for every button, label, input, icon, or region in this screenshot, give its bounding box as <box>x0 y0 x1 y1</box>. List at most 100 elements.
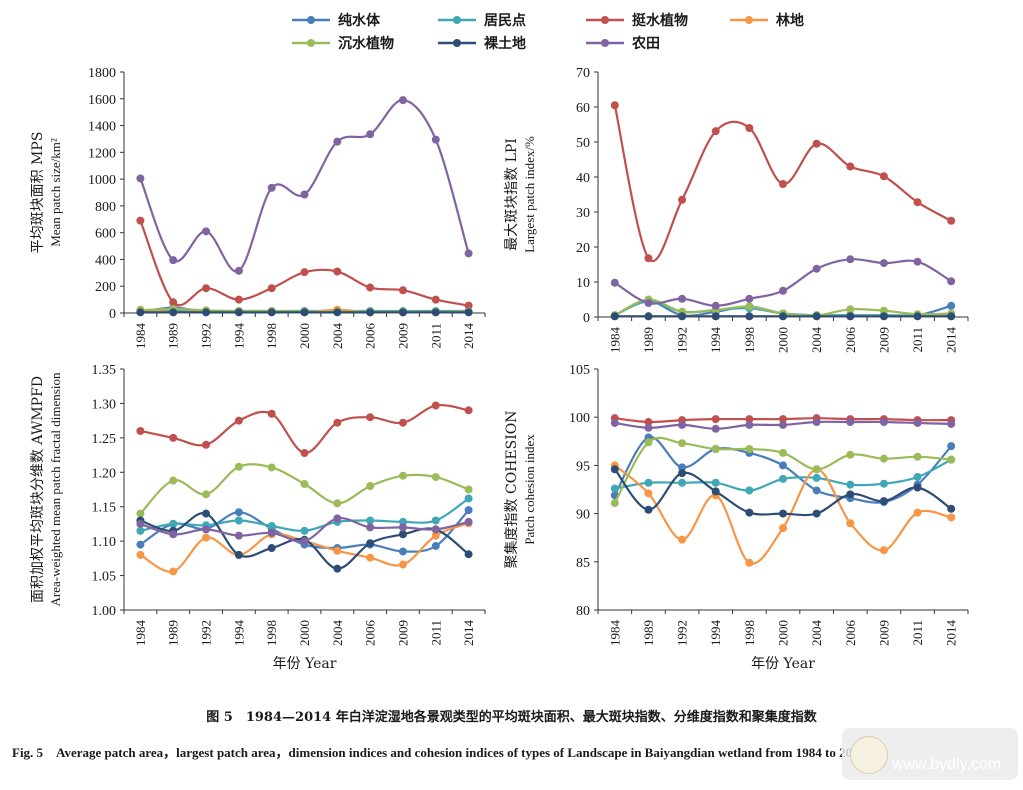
series-line <box>139 220 469 307</box>
data-point <box>267 409 276 418</box>
x-axis-title: 年份 Year <box>273 656 337 672</box>
data-point <box>300 526 309 535</box>
legend-item: 居民点 <box>438 12 526 29</box>
figure-caption-cn: 图 5 1984—2014 年白洋淀湿地各景观类型的平均斑块面积、最大斑块指数、… <box>206 710 817 725</box>
y-tick-label: 1000 <box>88 173 116 188</box>
x-tick-label: 2000 <box>297 620 312 646</box>
data-point <box>234 508 243 517</box>
y-tick-label: 100 <box>569 411 590 426</box>
data-point <box>947 455 956 464</box>
legend-label: 居民点 <box>484 12 526 29</box>
data-point <box>678 439 687 448</box>
legend-label: 纯水体 <box>338 12 381 29</box>
y-axis-title-en: Largest patch index/% <box>522 136 537 253</box>
data-point <box>300 308 309 317</box>
y-tick-label: 90 <box>576 508 590 523</box>
data-point <box>947 312 956 321</box>
y-tick-label: 1.15 <box>92 501 117 516</box>
y-tick-label: 1.30 <box>92 397 117 412</box>
x-tick-label: 1984 <box>133 620 148 647</box>
y-tick-label: 40 <box>576 171 590 186</box>
watermark: www.bydly.com <box>842 728 1018 780</box>
data-point <box>267 521 276 530</box>
series-line <box>139 463 470 515</box>
legend-label: 挺水植物 <box>632 12 688 29</box>
data-point <box>812 139 821 148</box>
data-point <box>202 284 211 293</box>
data-point <box>202 308 211 317</box>
data-point <box>169 567 178 576</box>
data-point <box>333 137 342 146</box>
y-tick-label: 105 <box>569 363 590 378</box>
x-tick-label: 1992 <box>199 620 214 646</box>
data-point <box>431 401 440 410</box>
data-point <box>610 278 619 287</box>
data-point <box>366 516 375 525</box>
legend-item: 裸土地 <box>438 35 526 52</box>
x-tick-label: 1994 <box>231 323 246 350</box>
data-point <box>846 162 855 171</box>
data-point <box>234 295 243 304</box>
data-point <box>947 216 956 225</box>
data-point <box>300 537 309 546</box>
data-point <box>745 486 754 495</box>
data-point <box>879 418 888 427</box>
y-tick-label: 70 <box>576 66 590 81</box>
data-point <box>678 469 687 478</box>
data-point <box>711 445 720 454</box>
x-tick-label: 2011 <box>910 327 925 353</box>
series-line <box>614 258 952 307</box>
y-tick-label: 85 <box>576 556 590 571</box>
data-point <box>234 516 243 525</box>
data-point <box>745 508 754 517</box>
y-tick-label: 1.00 <box>92 604 117 619</box>
y-tick-label: 1.20 <box>92 466 117 481</box>
y-tick-label: 1200 <box>88 146 116 161</box>
watermark-logo-icon <box>850 736 888 774</box>
data-point <box>745 124 754 132</box>
data-point <box>366 482 375 491</box>
legend-swatch-marker <box>453 39 461 47</box>
data-point <box>398 517 407 526</box>
x-tick-label: 2009 <box>395 620 410 646</box>
x-tick-label: 1994 <box>708 327 723 354</box>
data-point <box>644 423 653 432</box>
chart-panel-1: 0 200 400 600 800 1000 1200 1400 1600 1800 1984 198… <box>30 66 486 350</box>
data-point <box>610 465 619 474</box>
chart-panel-4: 80 85 90 95 100 105 1984 1989 1992 1994 1998 2000 20… <box>503 363 969 672</box>
data-point <box>879 172 888 181</box>
data-point <box>366 553 375 562</box>
data-point <box>913 508 922 517</box>
data-point <box>398 418 407 427</box>
data-point <box>913 472 922 481</box>
x-tick-label: 2014 <box>944 327 959 354</box>
data-point <box>947 301 956 310</box>
data-point <box>202 525 211 534</box>
data-point <box>711 312 720 321</box>
data-point <box>136 174 145 183</box>
data-point <box>333 546 342 555</box>
y-tick-label: 1.25 <box>92 432 117 447</box>
data-point <box>779 448 787 457</box>
data-point <box>879 497 888 506</box>
data-point <box>879 312 888 321</box>
data-point <box>644 489 653 498</box>
series-农田 <box>610 255 956 310</box>
data-point <box>846 519 855 528</box>
data-point <box>644 438 653 447</box>
legend-swatch-marker <box>601 16 609 24</box>
y-tick-label: 1600 <box>88 93 116 108</box>
data-point <box>136 426 145 435</box>
series-沉水植物 <box>610 436 956 507</box>
data-point <box>366 308 375 317</box>
x-tick-label: 2006 <box>363 323 378 350</box>
data-point <box>169 519 178 528</box>
data-point <box>678 535 687 544</box>
data-point <box>711 127 720 136</box>
series-纯水体 <box>610 433 956 507</box>
data-point <box>879 259 888 268</box>
data-point <box>846 255 855 264</box>
legend-label: 农田 <box>631 35 660 52</box>
data-point <box>431 541 440 550</box>
